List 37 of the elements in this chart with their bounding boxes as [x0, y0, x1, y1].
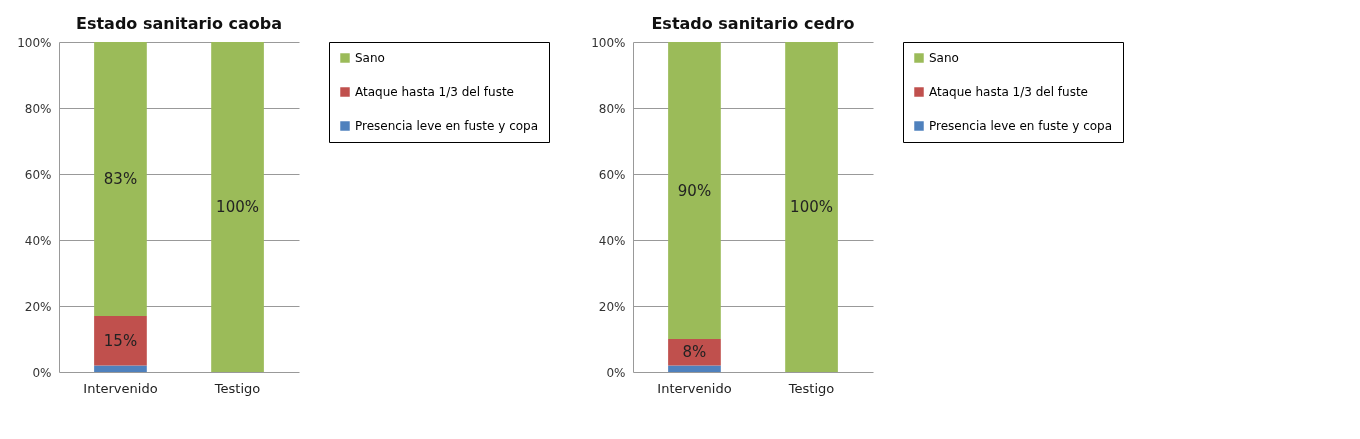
legend-label: Ataque hasta 1/3 del fuste	[355, 85, 515, 99]
y-tick-label: 100%	[591, 35, 626, 50]
y-tick-label: 20%	[24, 299, 52, 314]
chart-title: Estado sanitario cedro	[651, 14, 855, 33]
y-tick-label: 40%	[598, 233, 626, 248]
data-label: 100%	[790, 198, 833, 216]
bar	[94, 365, 147, 372]
legend-label: Presencia leve en fuste y copa	[929, 119, 1113, 133]
bar	[668, 42, 721, 339]
data-label: 15%	[103, 331, 138, 350]
y-tick-label: 0%	[32, 365, 52, 380]
x-tick-label: Intervenido	[657, 380, 732, 396]
legend-label: Ataque hasta 1/3 del fuste	[929, 85, 1089, 99]
y-tick-label: 20%	[598, 299, 626, 314]
x-tick-label: Testigo	[213, 380, 261, 396]
y-tick-label: 60%	[24, 167, 52, 182]
bar	[668, 365, 721, 372]
bar	[94, 315, 147, 366]
bar	[785, 42, 838, 372]
x-tick-label: Testigo	[787, 380, 835, 396]
data-label: 100%	[216, 198, 259, 216]
y-tick-label: 100%	[17, 35, 52, 50]
data-label: 83%	[103, 169, 138, 188]
bar	[94, 42, 147, 316]
legend-label: Presencia leve en fuste y copa	[355, 119, 539, 133]
bar	[211, 42, 264, 372]
y-tick-label: 0%	[606, 365, 626, 380]
data-label: 90%	[677, 181, 712, 200]
x-tick-label: Intervenido	[83, 380, 158, 396]
legend-label: Sano	[355, 51, 385, 65]
y-tick-label: 80%	[598, 101, 626, 116]
chart-title: Estado sanitario caoba	[75, 14, 283, 33]
y-tick-label: 40%	[24, 233, 52, 248]
y-tick-label: 80%	[24, 101, 52, 116]
y-tick-label: 60%	[598, 167, 626, 182]
legend-label: Sano	[929, 51, 959, 65]
data-label: 8%	[682, 343, 707, 362]
